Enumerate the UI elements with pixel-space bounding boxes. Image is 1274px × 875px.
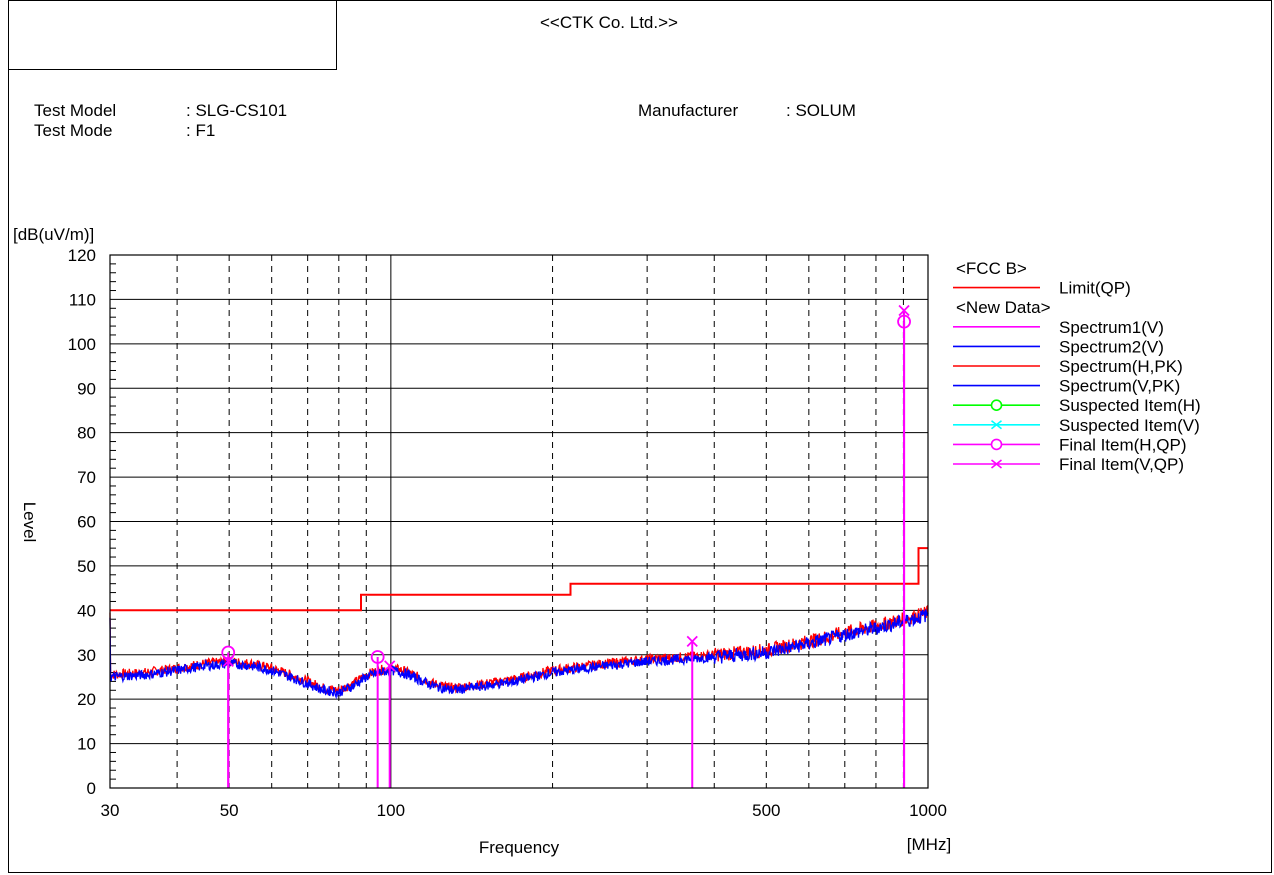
report-frame xyxy=(8,0,1272,873)
legend-group-label: <New Data> xyxy=(956,298,1051,317)
y-tick-label: 90 xyxy=(77,379,96,398)
y-axis-label: Level xyxy=(20,502,39,543)
marker-stroke xyxy=(898,304,910,317)
y-tick-label: 70 xyxy=(77,468,96,487)
x-tick-label: 30 xyxy=(101,801,120,820)
x-tick-label: 500 xyxy=(752,801,780,820)
series-layer xyxy=(109,547,929,700)
legend-marker xyxy=(990,438,1003,451)
legend-label: Limit(QP) xyxy=(1059,279,1131,298)
x-axis-label: Frequency xyxy=(479,838,560,857)
test-mode-value: : F1 xyxy=(186,121,216,140)
x-axis-unit: [MHz] xyxy=(907,835,951,854)
y-tick-label: 40 xyxy=(77,601,96,620)
final-item-h-marker xyxy=(370,650,385,664)
y-tick-label: 120 xyxy=(68,246,96,265)
final-item-h-marker xyxy=(221,645,236,660)
final-item-v-marker xyxy=(898,304,910,317)
marker-stroke xyxy=(686,635,698,648)
test-mode-label: Test Mode xyxy=(34,121,113,140)
x-tick-label: 100 xyxy=(377,801,405,820)
legend-marker xyxy=(990,399,1003,412)
legend-label: Suspected Item(H) xyxy=(1059,396,1201,415)
test-model-label: Test Model xyxy=(34,101,117,120)
test-model-value: : SLG-CS101 xyxy=(186,101,288,120)
y-tick-label: 0 xyxy=(87,779,96,798)
final-items-layer xyxy=(221,304,911,788)
legend-label: Spectrum(V,PK) xyxy=(1059,377,1180,396)
legend-label: Suspected Item(V) xyxy=(1059,416,1200,435)
marker-stroke xyxy=(384,660,396,672)
plot-border xyxy=(109,254,929,789)
y-tick-label: 100 xyxy=(68,335,96,354)
y-tick-label: 80 xyxy=(77,424,96,443)
legend-label: Spectrum2(V) xyxy=(1059,337,1164,356)
legend-label: Spectrum1(V) xyxy=(1059,318,1164,337)
manufacturer-value: : SOLUM xyxy=(786,101,856,120)
manufacturer-label: Manufacturer xyxy=(638,101,739,120)
y-tick-label: 110 xyxy=(69,290,96,309)
x-tick-label: 1000 xyxy=(909,801,947,820)
y-tick-label: 60 xyxy=(77,513,96,532)
legend: <FCC B>Limit(QP)<New Data>Spectrum1(V)Sp… xyxy=(953,259,1201,474)
legend-marker xyxy=(991,459,1002,469)
legend-group-label: <FCC B> xyxy=(956,259,1027,278)
legend-label: Final Item(V,QP) xyxy=(1059,455,1184,474)
final-item-v-marker xyxy=(222,655,234,668)
limit-line xyxy=(110,547,928,612)
company-title: <<CTK Co. Ltd.>> xyxy=(540,13,678,32)
y-tick-label: 10 xyxy=(77,735,96,754)
grid xyxy=(110,255,928,788)
y-tick-label: 30 xyxy=(77,646,96,665)
legend-marker xyxy=(991,420,1002,430)
marker-stroke xyxy=(222,655,234,668)
axis-layer: [dB(uV/m)] Level Frequency [MHz] 0 10 20 30… xyxy=(13,225,951,857)
y-tick-label: 20 xyxy=(77,690,96,709)
final-item-v-marker xyxy=(686,635,698,648)
spectrum-line xyxy=(109,609,929,700)
final-item-v-marker xyxy=(384,660,396,672)
legend-label: Final Item(H,QP) xyxy=(1059,435,1187,454)
y-tick-label: 50 xyxy=(77,557,96,576)
x-tick-label: 50 xyxy=(220,801,239,820)
legend-label: Spectrum(H,PK) xyxy=(1059,357,1183,376)
y-axis-unit: [dB(uV/m)] xyxy=(13,225,94,244)
logo-box xyxy=(8,0,337,70)
final-item-h-marker xyxy=(897,314,911,329)
